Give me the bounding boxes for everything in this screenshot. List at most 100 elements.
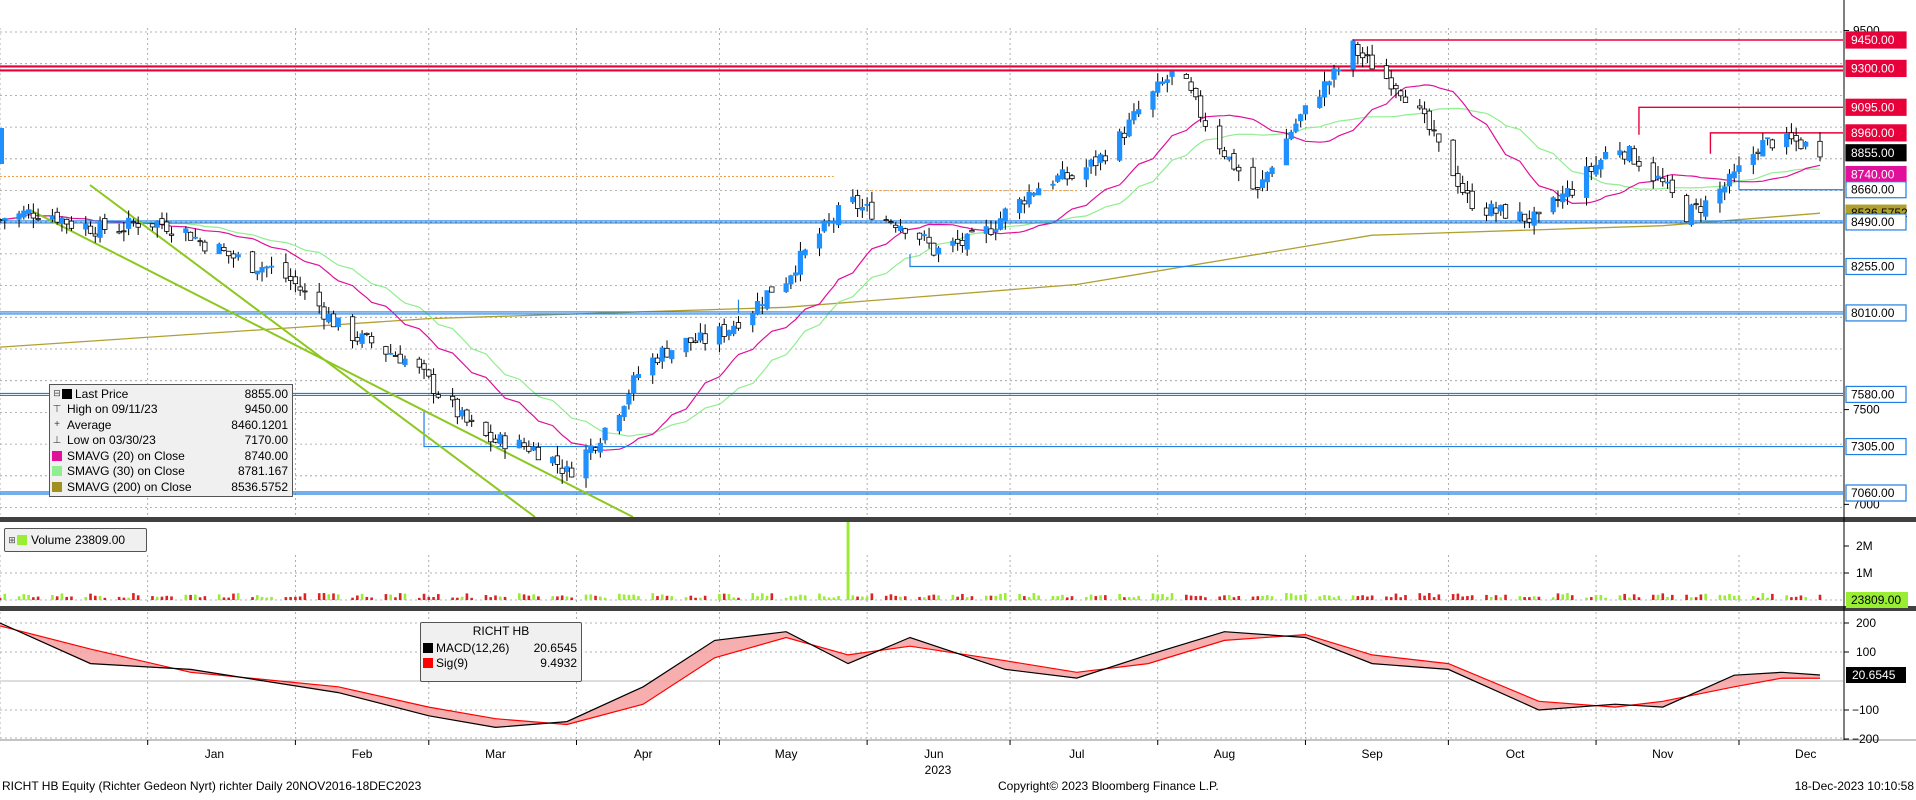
volume-bar xyxy=(1428,593,1431,600)
support-line xyxy=(1738,174,1843,191)
candle-body xyxy=(49,215,56,220)
volume-bar xyxy=(1037,595,1040,600)
candle-body xyxy=(1564,188,1571,198)
candle-body xyxy=(1726,173,1733,187)
candle-body xyxy=(1731,171,1737,179)
volume-bar xyxy=(1070,596,1074,600)
volume-bar xyxy=(884,595,888,600)
candle-body xyxy=(1717,188,1723,204)
candle-body xyxy=(716,326,723,345)
candle-body xyxy=(1431,129,1437,132)
volume-bar xyxy=(1694,597,1698,600)
volume-bar xyxy=(227,597,230,600)
y-tick-label: 100 xyxy=(1856,645,1876,659)
legend-row-low: ⊥ Low on 03/30/23 7170.00 xyxy=(50,433,292,449)
volume-bar xyxy=(551,596,554,600)
volume-bar xyxy=(1361,595,1364,600)
price-label-text: 7060.00 xyxy=(1851,486,1895,500)
x-month-label: Sep xyxy=(1361,747,1383,761)
candle-body xyxy=(1283,138,1289,166)
volume-bar xyxy=(1056,596,1059,600)
volume-bar xyxy=(1432,597,1436,600)
candle-body xyxy=(1817,140,1823,158)
price-label-text: 8660.00 xyxy=(1851,183,1895,197)
volume-bar xyxy=(1466,596,1469,600)
volume-bar xyxy=(498,596,502,600)
candle-body xyxy=(1698,206,1704,213)
volume-bar xyxy=(470,597,473,600)
macd-legend: RICHT HB MACD(12,26) 20.6545 Sig(9) 9.49… xyxy=(420,622,582,682)
price-label-box xyxy=(1845,304,1907,322)
volume-bar xyxy=(584,594,588,600)
candle-body xyxy=(268,265,275,268)
legend-collapse-icon[interactable]: ⊞ xyxy=(8,534,16,545)
candle-body xyxy=(1536,211,1542,215)
price-label-text: 8255.00 xyxy=(1851,260,1895,274)
red-square-icon xyxy=(423,658,433,669)
magenta-square-icon xyxy=(52,450,62,461)
volume-bar xyxy=(451,597,454,600)
candle-body xyxy=(1483,207,1490,216)
candle-body xyxy=(1317,96,1323,108)
legend-row-last-price: ⊟ Last Price 8855.00 xyxy=(50,386,292,402)
candle-body xyxy=(1221,150,1228,158)
volume-bar xyxy=(1699,594,1703,600)
candle-body xyxy=(1755,151,1761,154)
candle-body xyxy=(988,228,994,235)
candle-body xyxy=(1202,120,1208,127)
y-tick-label: −200 xyxy=(1852,732,1879,746)
candle-body xyxy=(1417,105,1423,109)
candle-body xyxy=(1502,204,1509,219)
volume-bar xyxy=(1561,594,1565,600)
candle-body xyxy=(183,228,189,233)
volume-bar xyxy=(1204,597,1207,600)
candle-body xyxy=(802,249,808,256)
candle-body xyxy=(426,369,432,377)
volume-bar xyxy=(32,597,35,600)
candle-body xyxy=(1603,151,1609,160)
candle-body xyxy=(864,203,870,206)
volume-bar xyxy=(822,596,826,600)
volume-bar xyxy=(965,597,969,600)
volume-bar xyxy=(694,597,697,600)
volume-bar xyxy=(1732,595,1736,600)
candle-body xyxy=(688,337,694,343)
candle-body xyxy=(597,442,603,453)
candle-body xyxy=(450,395,456,401)
candle-body xyxy=(1421,108,1428,115)
candle-body xyxy=(297,286,303,291)
candle-body xyxy=(1798,139,1804,150)
candle-body xyxy=(1764,137,1771,140)
legend-row-high: ⊤ High on 09/11/23 9450.00 xyxy=(50,402,292,418)
price-label-box xyxy=(1845,385,1907,404)
y-tick-label: 2M xyxy=(1856,539,1873,553)
volume-bar xyxy=(255,595,259,600)
candle-body xyxy=(1064,172,1070,180)
price-label-box xyxy=(1845,213,1907,231)
legend-collapse-icon[interactable]: ⊟ xyxy=(53,388,61,399)
volume-bar xyxy=(1604,597,1607,600)
candle-body xyxy=(1326,81,1332,86)
candle-body xyxy=(983,226,989,234)
volume-bar xyxy=(1232,597,1236,600)
volume-bar xyxy=(727,593,731,600)
volume-bar xyxy=(1594,594,1598,600)
y-tick-label: 7500 xyxy=(1853,403,1880,417)
sma200-line xyxy=(0,212,1821,348)
candle-body xyxy=(492,438,499,443)
volume-bar xyxy=(1437,594,1441,600)
candle-body xyxy=(1560,193,1566,203)
volume-bar xyxy=(956,596,959,600)
volume-bar xyxy=(1337,595,1341,600)
green-square-icon xyxy=(17,535,27,545)
candle-body xyxy=(359,333,365,344)
volume-bar xyxy=(1237,596,1241,600)
volume-bar xyxy=(93,595,97,600)
volume-bar xyxy=(194,594,197,600)
volume-bar xyxy=(1718,594,1722,600)
volume-bar xyxy=(427,596,431,600)
volume-bar xyxy=(1104,595,1107,600)
black-square-icon xyxy=(423,642,433,653)
volume-bar xyxy=(336,594,340,600)
candle-body xyxy=(750,313,756,326)
